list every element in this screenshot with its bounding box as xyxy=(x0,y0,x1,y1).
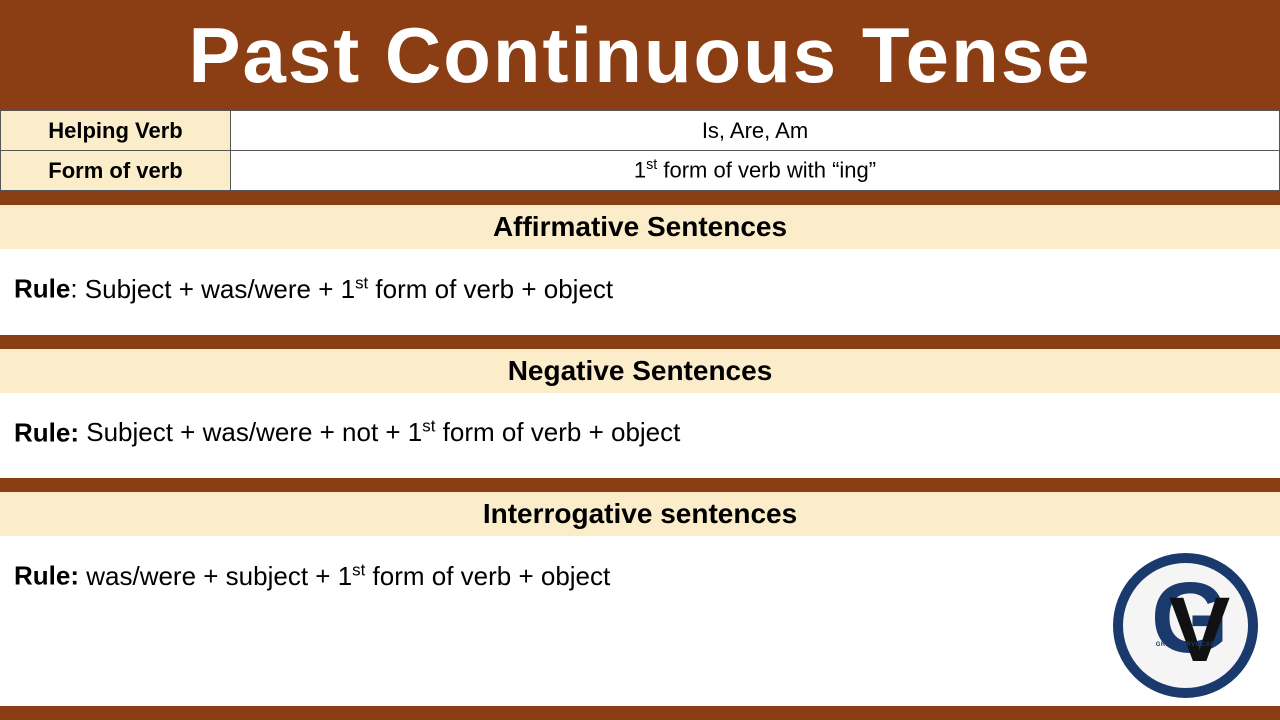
info-table: Helping Verb Is, Are, Am Form of verb 1s… xyxy=(0,110,1280,191)
divider-bar xyxy=(0,335,1280,349)
info-value-helping-verb: Is, Are, Am xyxy=(231,111,1280,151)
brand-logo: G V GRAMMARVOCAB xyxy=(1113,553,1258,698)
rule-sep: : xyxy=(70,274,84,304)
rule-negative: Rule: Subject + was/were + not + 1st for… xyxy=(0,393,1280,479)
section-header-affirmative: Affirmative Sentences xyxy=(0,205,1280,249)
divider-bar xyxy=(0,706,1280,720)
rule-label: Rule xyxy=(14,274,70,304)
rule-label: Rule: xyxy=(14,417,79,447)
rule-text: Subject + was/were + not + 1st form of v… xyxy=(86,417,680,447)
rule-text: was/were + subject + 1st form of verb + … xyxy=(86,561,610,591)
logo-circle-icon: G V GRAMMARVOCAB xyxy=(1113,553,1258,698)
divider-bar xyxy=(0,478,1280,492)
logo-monogram: G V xyxy=(1155,580,1216,672)
page-header: Past Continuous Tense xyxy=(0,0,1280,110)
section-header-negative: Negative Sentences xyxy=(0,349,1280,393)
rule-affirmative: Rule: Subject + was/were + 1st form of v… xyxy=(0,249,1280,335)
rule-interrogative: Rule: was/were + subject + 1st form of v… xyxy=(0,536,1280,622)
logo-subtext: GRAMMARVOCAB xyxy=(1156,642,1216,648)
info-value-form-of-verb: 1st form of verb with “ing” xyxy=(231,151,1280,191)
table-row: Helping Verb Is, Are, Am xyxy=(1,111,1280,151)
page-title: Past Continuous Tense xyxy=(189,10,1092,101)
logo-letter-v: V xyxy=(1169,579,1230,681)
rule-label: Rule: xyxy=(14,561,79,591)
section-header-interrogative: Interrogative sentences xyxy=(0,492,1280,536)
divider-bar xyxy=(0,191,1280,205)
info-label-helping-verb: Helping Verb xyxy=(1,111,231,151)
info-label-form-of-verb: Form of verb xyxy=(1,151,231,191)
table-row: Form of verb 1st form of verb with “ing” xyxy=(1,151,1280,191)
rule-text: Subject + was/were + 1st form of verb + … xyxy=(85,274,613,304)
